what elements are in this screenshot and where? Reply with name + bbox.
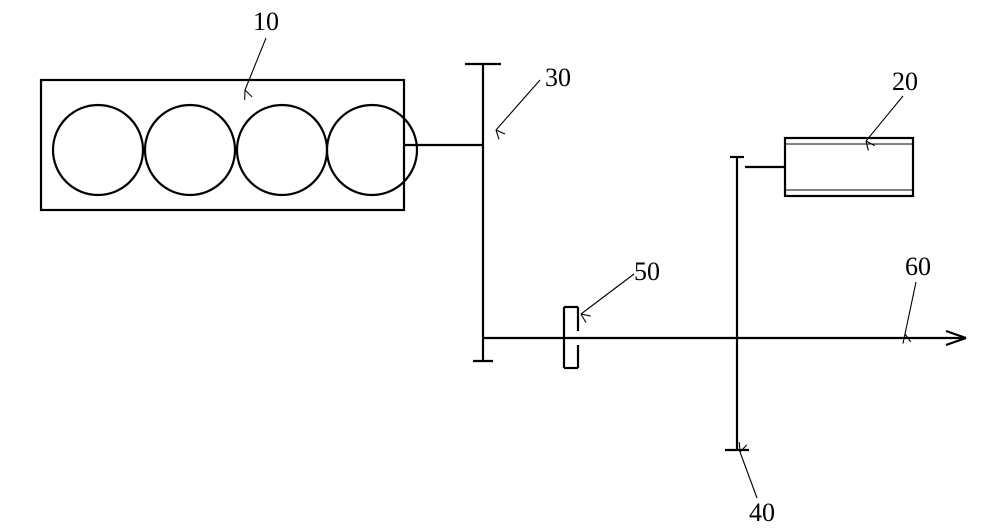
label-30: 30 bbox=[545, 63, 571, 92]
callout-line-10 bbox=[245, 38, 266, 90]
cylinder-1 bbox=[53, 105, 143, 195]
arrowhead bbox=[245, 90, 252, 97]
callout-line-60 bbox=[905, 282, 916, 334]
callout-line-40 bbox=[740, 452, 757, 498]
motor-outer bbox=[785, 138, 913, 196]
label-60: 60 bbox=[905, 252, 931, 281]
label-20: 20 bbox=[892, 67, 918, 96]
cylinder-3 bbox=[237, 105, 327, 195]
label-10: 10 bbox=[253, 7, 279, 36]
arrowhead bbox=[739, 442, 740, 452]
label-40: 40 bbox=[749, 498, 775, 527]
engine-block bbox=[41, 80, 404, 210]
cylinder-2 bbox=[145, 105, 235, 195]
callout-line-30 bbox=[496, 80, 540, 130]
callout-line-50 bbox=[581, 274, 634, 314]
label-50: 50 bbox=[634, 257, 660, 286]
callout-line-20 bbox=[866, 96, 903, 141]
